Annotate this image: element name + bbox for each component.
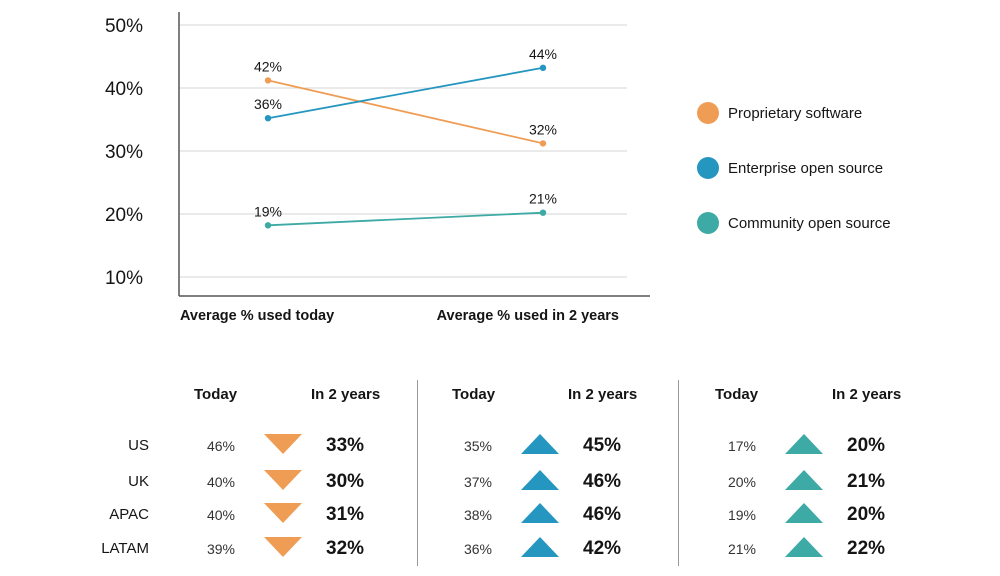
down-arrow-icon xyxy=(264,537,302,557)
data-label: 21% xyxy=(529,191,557,207)
header-today: Today xyxy=(715,386,759,403)
legend-item: Enterprise open source xyxy=(697,156,883,180)
down-arrow-icon xyxy=(264,503,302,523)
in-2-years-value: 33% xyxy=(326,435,365,456)
in-2-years-value: 20% xyxy=(847,504,886,525)
today-value: 40% xyxy=(206,474,235,490)
header-in-2-years: In 2 years xyxy=(568,386,638,403)
today-value: 46% xyxy=(206,438,235,454)
region-label: UK xyxy=(128,473,149,490)
column-divider xyxy=(678,380,679,566)
data-point xyxy=(539,209,547,216)
down-arrow-icon xyxy=(264,434,302,454)
in-2-years-value: 20% xyxy=(847,435,886,456)
header-today: Today xyxy=(452,386,496,403)
today-value: 21% xyxy=(727,541,756,557)
data-point xyxy=(539,64,547,72)
header-in-2-years: In 2 years xyxy=(311,386,381,403)
legend-label: Proprietary software xyxy=(728,104,863,122)
data-label: 44% xyxy=(529,46,557,62)
today-value: 35% xyxy=(463,438,492,454)
data-point xyxy=(264,222,272,229)
in-2-years-value: 46% xyxy=(583,471,622,492)
column-divider xyxy=(417,380,418,566)
region-label: APAC xyxy=(109,506,149,523)
in-2-years-value: 30% xyxy=(326,471,365,492)
x-tick-label: Average % used today xyxy=(180,308,334,324)
legend-label: Community open source xyxy=(728,214,891,232)
up-arrow-icon xyxy=(785,537,823,557)
region-label: US xyxy=(128,437,149,454)
line-chart: 10% 20% 30% 40% 50% Average % used today Avera… xyxy=(105,12,650,324)
today-value: 37% xyxy=(463,474,492,490)
in-2-years-value: 42% xyxy=(583,538,622,559)
up-arrow-icon xyxy=(785,503,823,523)
data-label: 32% xyxy=(529,121,557,137)
y-tick-label: 20% xyxy=(105,205,143,226)
header-today: Today xyxy=(194,386,238,403)
legend-item: Community open source xyxy=(697,211,891,235)
up-arrow-icon xyxy=(521,470,559,490)
today-value: 17% xyxy=(727,438,756,454)
data-point xyxy=(264,77,272,84)
series-line xyxy=(267,211,544,227)
legend-label: Enterprise open source xyxy=(728,159,884,177)
series-line xyxy=(267,66,544,120)
series-line xyxy=(267,79,544,145)
up-arrow-icon xyxy=(785,470,823,490)
in-2-years-value: 22% xyxy=(847,538,886,559)
today-value: 40% xyxy=(206,507,235,523)
today-value: 39% xyxy=(206,541,235,557)
data-point xyxy=(264,115,272,122)
in-2-years-value: 45% xyxy=(583,435,622,456)
today-value: 36% xyxy=(463,541,492,557)
region-label: LATAM xyxy=(101,540,149,557)
in-2-years-value: 31% xyxy=(326,504,365,525)
up-arrow-icon xyxy=(521,537,559,557)
legend-item: Proprietary software xyxy=(697,101,862,125)
data-label: 36% xyxy=(254,96,282,112)
up-arrow-icon xyxy=(521,503,559,523)
x-tick-label: Average % used in 2 years xyxy=(437,308,619,324)
y-tick-label: 40% xyxy=(105,79,143,100)
today-value: 38% xyxy=(463,507,492,523)
in-2-years-value: 46% xyxy=(583,504,622,525)
today-value: 20% xyxy=(727,474,756,490)
down-arrow-icon xyxy=(264,470,302,490)
in-2-years-value: 21% xyxy=(847,471,886,492)
header-in-2-years: In 2 years xyxy=(832,386,902,403)
legend-swatch xyxy=(697,157,719,179)
y-tick-label: 30% xyxy=(105,142,143,163)
in-2-years-value: 32% xyxy=(326,538,365,559)
data-point xyxy=(539,140,547,147)
data-label: 19% xyxy=(254,203,282,219)
today-value: 19% xyxy=(727,507,756,523)
legend-swatch xyxy=(697,102,719,124)
legend-swatch xyxy=(697,212,719,234)
up-arrow-icon xyxy=(521,434,559,454)
data-label: 42% xyxy=(254,58,282,74)
y-tick-label: 10% xyxy=(105,268,143,289)
up-arrow-icon xyxy=(785,434,823,454)
y-tick-label: 50% xyxy=(105,16,143,37)
